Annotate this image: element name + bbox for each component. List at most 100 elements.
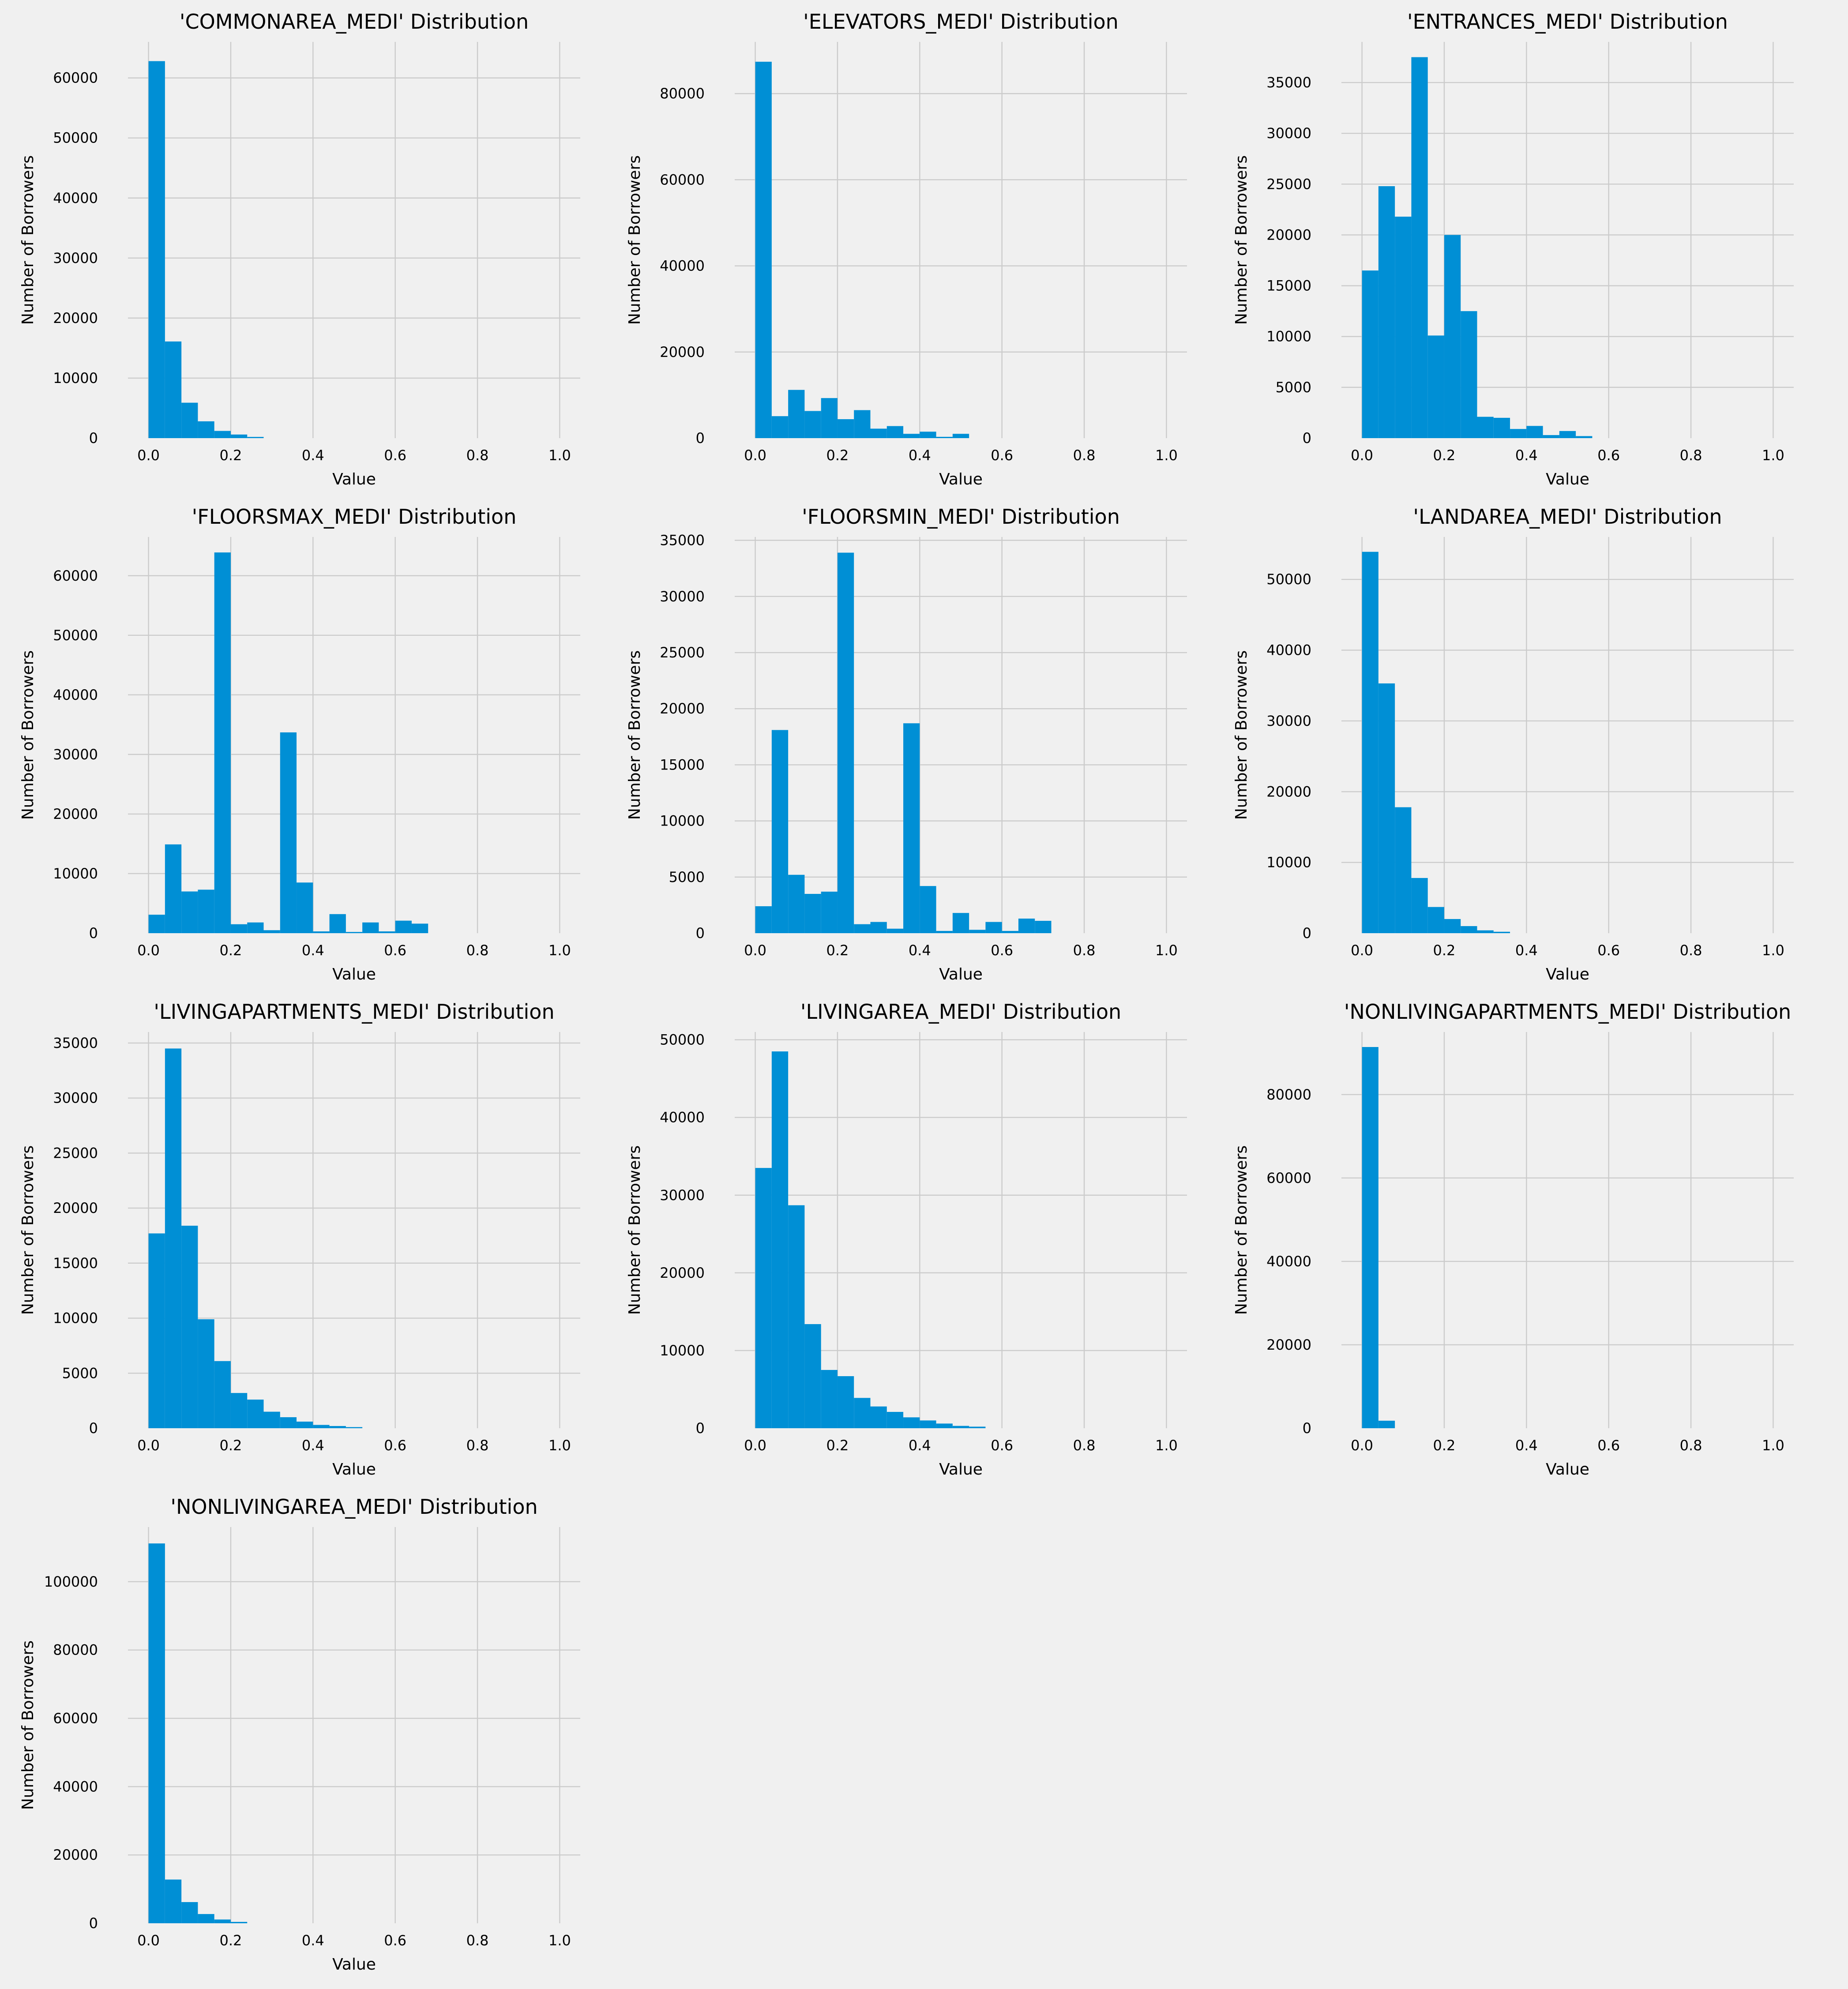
x-tick-label: 0.8 xyxy=(1680,1437,1702,1454)
histogram-bar xyxy=(920,886,936,933)
y-tick-label: 30000 xyxy=(660,588,705,605)
histogram-bar xyxy=(920,1420,936,1428)
y-tick-label: 50000 xyxy=(660,1032,705,1048)
y-axis-label: Number of Borrowers xyxy=(19,1145,37,1315)
histogram-bar xyxy=(837,552,854,933)
x-tick-label: 1.0 xyxy=(1762,1437,1784,1454)
histogram-bar xyxy=(821,891,838,933)
panel-title: 'LIVINGAPARTMENTS_MEDI' Distribution xyxy=(154,1000,554,1024)
x-tick-label: 0.2 xyxy=(826,447,849,464)
histogram-bar xyxy=(181,402,198,438)
histogram-bar xyxy=(952,1426,969,1428)
histogram-bar xyxy=(214,552,231,933)
x-axis-label: Value xyxy=(1546,965,1589,983)
x-tick-label: 0.8 xyxy=(1073,1437,1096,1454)
histogram-bar xyxy=(165,1879,182,1923)
histogram-bar xyxy=(148,1543,165,1923)
x-tick-label: 0.4 xyxy=(909,1437,931,1454)
histogram-bar xyxy=(165,341,182,438)
x-tick-label: 0.6 xyxy=(384,1437,406,1454)
y-tick-label: 50000 xyxy=(53,130,98,146)
y-tick-label: 20000 xyxy=(53,1846,98,1863)
histogram-bar xyxy=(936,931,953,933)
x-tick-label: 1.0 xyxy=(548,1932,571,1949)
histogram-bar xyxy=(1395,807,1412,933)
histogram-bar xyxy=(1576,436,1593,438)
histogram-bar xyxy=(379,931,395,933)
y-tick-label: 30000 xyxy=(660,1187,705,1204)
x-tick-label: 0.8 xyxy=(466,942,489,959)
histogram-bar xyxy=(903,1417,920,1428)
x-tick-label: 1.0 xyxy=(548,942,571,959)
histogram-bar xyxy=(952,434,969,438)
y-tick-label: 25000 xyxy=(53,1145,98,1161)
y-tick-label: 20000 xyxy=(1266,783,1311,800)
y-axis-label: Number of Borrowers xyxy=(1232,650,1251,820)
y-tick-label: 60000 xyxy=(53,70,98,86)
y-tick-label: 0 xyxy=(1303,430,1311,447)
y-tick-label: 30000 xyxy=(53,1090,98,1107)
x-tick-label: 0.8 xyxy=(466,447,489,464)
x-tick-label: 0.0 xyxy=(744,1437,766,1454)
y-tick-label: 40000 xyxy=(660,258,705,274)
y-tick-label: 40000 xyxy=(53,190,98,206)
y-tick-label: 80000 xyxy=(660,85,705,102)
y-tick-label: 30000 xyxy=(1266,125,1311,142)
histogram-bar xyxy=(837,1376,854,1428)
histogram-bar xyxy=(969,930,986,933)
histogram-bar xyxy=(329,1426,346,1428)
y-tick-label: 30000 xyxy=(1266,713,1311,729)
y-tick-label: 40000 xyxy=(1266,642,1311,659)
histogram-bar xyxy=(1427,907,1444,933)
histogram-bar xyxy=(198,1914,214,1923)
y-tick-label: 10000 xyxy=(660,1342,705,1359)
x-tick-label: 0.0 xyxy=(1351,1437,1373,1454)
y-tick-label: 30000 xyxy=(53,746,98,763)
histogram-bar xyxy=(870,428,887,438)
histogram-bar xyxy=(297,882,313,933)
y-tick-label: 15000 xyxy=(660,756,705,773)
x-tick-label: 0.4 xyxy=(1515,447,1538,464)
x-tick-label: 0.2 xyxy=(220,1437,242,1454)
x-tick-label: 0.2 xyxy=(220,447,242,464)
y-tick-label: 0 xyxy=(1303,1420,1311,1437)
histogram-bar xyxy=(214,431,231,438)
histogram-bar xyxy=(1461,926,1477,933)
x-tick-label: 1.0 xyxy=(1155,447,1178,464)
y-tick-label: 0 xyxy=(1303,925,1311,942)
x-axis-label: Value xyxy=(332,965,376,983)
x-tick-label: 0.4 xyxy=(302,942,324,959)
x-tick-label: 0.0 xyxy=(137,1437,160,1454)
histogram-bar xyxy=(854,410,871,438)
x-axis-label: Value xyxy=(939,470,983,488)
x-axis-label: Value xyxy=(939,965,983,983)
y-tick-label: 100000 xyxy=(44,1573,98,1590)
x-tick-label: 1.0 xyxy=(1155,1437,1178,1454)
y-tick-label: 0 xyxy=(89,430,98,447)
y-tick-label: 20000 xyxy=(660,700,705,717)
x-tick-label: 1.0 xyxy=(548,447,571,464)
histogram-bar xyxy=(985,922,1002,933)
histogram-bar xyxy=(1378,683,1395,933)
y-tick-label: 35000 xyxy=(53,1035,98,1051)
y-tick-label: 40000 xyxy=(53,687,98,703)
histogram-bar xyxy=(952,913,969,933)
histogram-bar xyxy=(1559,431,1576,438)
panel-title: 'FLOORSMIN_MEDI' Distribution xyxy=(802,505,1120,529)
y-tick-label: 10000 xyxy=(1266,854,1311,871)
y-tick-label: 25000 xyxy=(1266,176,1311,192)
histogram-bar xyxy=(198,1319,214,1428)
x-tick-label: 1.0 xyxy=(1762,942,1784,959)
y-tick-label: 0 xyxy=(696,1420,705,1437)
histogram-bar xyxy=(297,1422,313,1428)
x-tick-label: 0.8 xyxy=(1073,942,1096,959)
histogram-bar xyxy=(411,923,428,933)
y-tick-label: 50000 xyxy=(1266,571,1311,588)
histogram-bar xyxy=(198,889,214,933)
histogram-bar xyxy=(788,874,805,933)
histogram-bar xyxy=(771,730,789,933)
panel-title: 'LANDAREA_MEDI' Distribution xyxy=(1413,505,1722,529)
x-tick-label: 0.4 xyxy=(909,447,931,464)
x-tick-label: 0.2 xyxy=(1433,1437,1456,1454)
